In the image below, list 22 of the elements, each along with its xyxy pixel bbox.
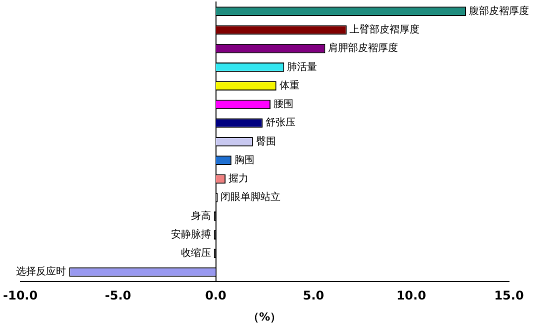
x-tick-label: 15.0: [494, 288, 524, 303]
y-tick-label: 体重: [279, 79, 300, 92]
x-tick-label: -5.0: [104, 288, 132, 303]
x-tick-label: 10.0: [396, 288, 426, 303]
y-tick-label: 上臂部皮褶厚度: [350, 24, 420, 36]
y-tick-label: 收缩压: [180, 247, 211, 260]
x-tick-label: 0.0: [205, 288, 226, 303]
y-tick-label: 腰围: [274, 99, 294, 110]
y-tick-label: 闭眼单脚站立: [220, 191, 281, 204]
y-tick-label: 舒张压: [266, 116, 296, 129]
x-axis-title: （%）: [248, 310, 282, 324]
y-tick-label: 身高: [190, 210, 211, 222]
y-tick-label: 安静脉搏: [170, 228, 211, 240]
y-tick-label: 肺活量: [287, 60, 318, 73]
x-tick-label: -10.0: [2, 288, 38, 303]
y-tick-label: 肩胛部皮褶厚度: [328, 42, 398, 54]
y-tick-label: 腹部皮褶厚度: [468, 4, 529, 17]
y-tick-label: 臀围: [256, 135, 276, 148]
y-tick-label: 选择反应时: [16, 266, 66, 278]
y-tick-label: 握力: [228, 172, 249, 185]
x-tick-label: 5.0: [302, 288, 324, 303]
y-tick-label: 胸围: [234, 154, 254, 166]
